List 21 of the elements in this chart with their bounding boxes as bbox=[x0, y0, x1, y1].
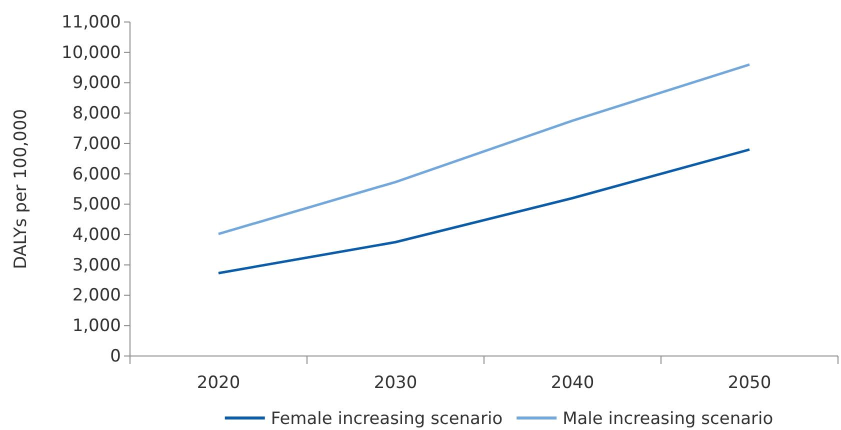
y-tick-label: 7,000 bbox=[72, 134, 121, 154]
x-tick-label: 2040 bbox=[550, 373, 594, 394]
legend-label: Male increasing scenario bbox=[562, 409, 774, 429]
y-tick-label: 11,000 bbox=[62, 12, 121, 32]
line-series bbox=[217, 148, 751, 274]
y-axis-title: DALYs per 100,000 bbox=[11, 108, 31, 270]
x-tick-label: 2050 bbox=[728, 373, 772, 394]
y-tick-label: 2,000 bbox=[72, 286, 121, 306]
line-series bbox=[217, 63, 751, 236]
y-tick-label: 9,000 bbox=[72, 73, 121, 94]
y-tick-label: 1,000 bbox=[72, 316, 121, 336]
y-tick-label: 8,000 bbox=[72, 104, 121, 124]
x-tick-label: 2020 bbox=[196, 373, 240, 394]
y-tick-label: 0 bbox=[110, 346, 121, 366]
y-tick-label: 6,000 bbox=[72, 164, 121, 184]
x-tick-label: 2030 bbox=[374, 373, 418, 394]
y-tick-label: 3,000 bbox=[72, 255, 121, 276]
y-tick-label: 5,000 bbox=[72, 194, 121, 215]
legend-label: Female increasing scenario bbox=[270, 409, 503, 429]
y-tick-label: 10,000 bbox=[62, 42, 121, 63]
y-tick-label: 4,000 bbox=[72, 224, 121, 245]
